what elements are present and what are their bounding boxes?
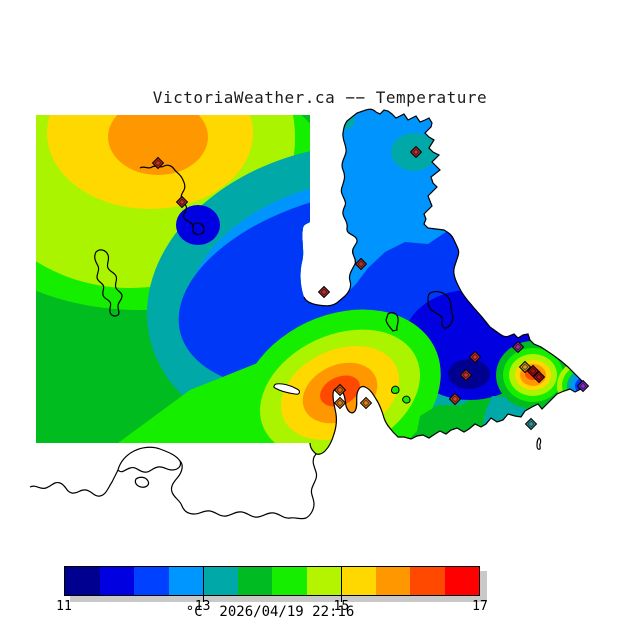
coastline-olympic-lake	[117, 446, 182, 473]
colorbar-label-11: 11	[56, 599, 72, 614]
colorbar-segment-0	[65, 567, 100, 595]
colorbar-label-17: 17	[472, 599, 488, 614]
station-diamond-inner-2	[412, 148, 420, 156]
station-diamond-3	[354, 257, 368, 271]
colorbar-caption: °C 2026/04/19 22:16	[185, 604, 355, 620]
colorbar-segment-10	[410, 567, 445, 595]
coastline-olympic	[29, 469, 119, 497]
station-diamond-inner-3	[357, 260, 365, 268]
station-diamond-inner-15	[362, 399, 370, 407]
coastline-lagoon	[273, 383, 300, 395]
station-diamond-2	[409, 145, 423, 159]
colorbar-segment-3	[168, 567, 203, 595]
station-diamond-inner-6	[462, 371, 470, 379]
station-diamond-inner-12	[527, 420, 535, 428]
colorbar-segment-7	[306, 567, 341, 595]
colorbar-tick-0	[202, 566, 204, 602]
harbour-islets	[391, 385, 411, 404]
station-diamond-inner-1	[178, 198, 186, 206]
coastline-inlet-pond	[192, 222, 205, 235]
station-diamond-inner-8	[521, 363, 529, 371]
colorbar-segment-5	[237, 567, 272, 595]
contour-teal-corner	[329, 112, 355, 130]
station-diamond-inner-5	[471, 353, 479, 361]
contour-deepblue-inlet	[176, 205, 220, 245]
station-diamond-14	[333, 396, 347, 410]
station-diamond-1	[175, 195, 189, 209]
station-diamond-12	[524, 417, 538, 431]
colorbar-segment-2	[134, 567, 169, 595]
colorbar-label-13: 13	[194, 599, 211, 614]
station-diamond-inner-16	[451, 395, 459, 403]
station-diamond-9	[526, 364, 540, 378]
station-diamond-8	[518, 360, 532, 374]
station-diamond-inner-9	[529, 367, 537, 375]
station-diamond-4	[317, 285, 331, 299]
station-diamond-11	[576, 379, 590, 393]
coastline-island-james	[427, 291, 454, 329]
station-diamond-inner-14	[336, 399, 344, 407]
station-diamond-inner-7	[514, 343, 522, 351]
coastline-islet-sidney	[385, 312, 399, 332]
colorbar-segment-1	[99, 567, 134, 595]
contour-orange-tl	[108, 109, 208, 175]
colorbar-segment-6	[272, 567, 307, 595]
station-diamond-inner-13	[336, 386, 344, 394]
harbour-islet-1	[391, 385, 400, 394]
station-diamond-15	[359, 396, 373, 410]
colorbar-segment-11	[444, 567, 479, 595]
colorbar-segment-4	[203, 567, 238, 595]
station-diamond-6	[459, 368, 473, 382]
coastlines	[29, 108, 586, 520]
coastline-peninsula	[303, 108, 586, 455]
station-diamond-inner-10	[535, 373, 543, 381]
colorbar	[64, 566, 480, 596]
station-diamond-0	[151, 156, 165, 170]
station-diamond-inner-11	[579, 382, 587, 390]
station-diamond-10	[532, 370, 546, 384]
page-title: VictoriaWeather.ca −− Temperature	[152, 88, 488, 107]
station-diamond-inner-4	[320, 288, 328, 296]
station-diamond-inner-0	[154, 159, 162, 167]
colorbar-segment-8	[341, 567, 376, 595]
station-markers	[151, 145, 590, 431]
coastline-olympic-pond	[134, 476, 150, 488]
station-diamond-13	[333, 383, 347, 397]
station-diamond-7	[511, 340, 525, 354]
colorbar-segment-9	[375, 567, 410, 595]
harbour-islet-2	[402, 395, 411, 404]
coastline-thin-island	[94, 249, 123, 317]
station-diamond-5	[468, 350, 482, 364]
colorbar-tick-1	[341, 566, 343, 602]
coastline-olympic-east	[170, 453, 318, 520]
station-diamond-16	[448, 392, 462, 406]
colorbar-label-15: 15	[333, 599, 350, 614]
coastline-islet-se	[536, 437, 542, 450]
